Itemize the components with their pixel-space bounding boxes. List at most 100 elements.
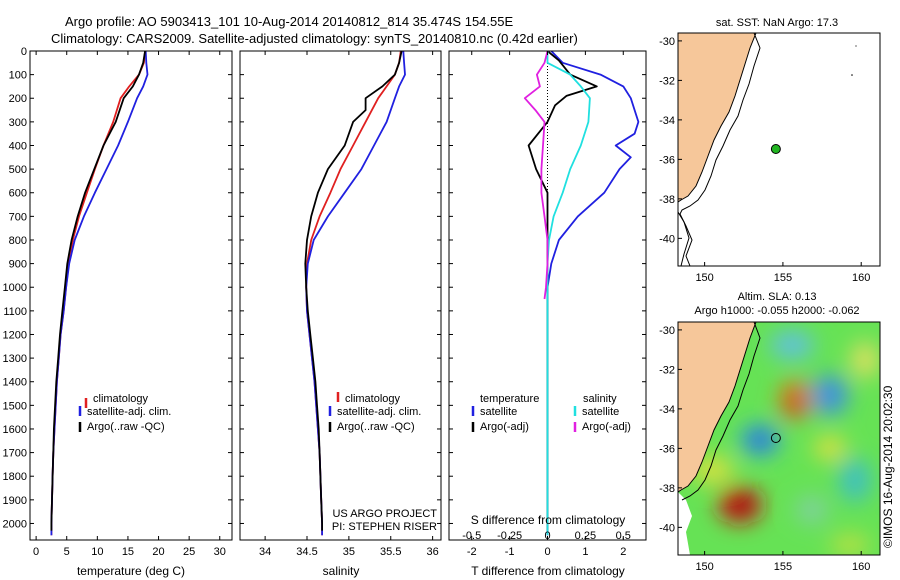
y-tick-label: 500: [9, 164, 27, 176]
legend-label-climatology: climatology: [345, 393, 401, 405]
s-tick-label: 0.25: [575, 530, 596, 542]
difference-lines: [523, 51, 640, 536]
x-tick-label: 155: [774, 561, 792, 573]
y-tick-label: -32: [659, 364, 675, 376]
x-tick-label: 20: [152, 546, 164, 558]
imos-stamp: ©IMOS 16-Aug-2014 20:02:30: [881, 385, 895, 548]
sla-map-title-line1: Altim. SLA: 0.13: [738, 291, 817, 303]
y-tick-label: 600: [9, 188, 27, 200]
legend-label-t-satellite: satellite: [480, 406, 517, 418]
sla-map-frame: [677, 321, 881, 556]
x-tick-label: -1: [505, 546, 515, 558]
series-line: [50, 51, 149, 536]
coastline-south: [678, 211, 690, 266]
sst-map: sat. SST: NaN Argo: 17.3 150 155 160 -30 -32…: [659, 17, 881, 284]
x-tick-label: 150: [695, 561, 713, 573]
sla-map-ticks: 150 155 160 -30 -32 -34 -36 -38 -40: [659, 325, 870, 573]
y-tick-label: 300: [9, 117, 27, 129]
series-line: [305, 51, 406, 536]
legend-label-argo: Argo(..raw -QC): [87, 421, 165, 433]
difference-legend: temperature salinity satellite Argo(-adj…: [471, 393, 631, 433]
y-tick-label: 900: [9, 259, 27, 271]
island-marker: [855, 45, 857, 47]
salinity-frame: [239, 50, 442, 541]
legend-label-satellite: satellite-adj. clim.: [87, 406, 171, 418]
x-tick-label: -2: [467, 546, 477, 558]
legend-label-argo: Argo(..raw -QC): [337, 421, 415, 433]
x-tick-label: 15: [122, 546, 134, 558]
argo-float-marker: [770, 143, 781, 154]
y-tick-label: 1800: [3, 471, 27, 483]
y-tick-label: 0: [21, 46, 27, 58]
y-tick-label: -40: [659, 522, 675, 534]
x-tick-label: 1: [582, 546, 588, 558]
difference-panel: -2 -1 0 1 2 -0.5 -0.25 0 0.25 0.5 S difference f…: [448, 50, 647, 578]
y-tick-label: -30: [659, 36, 675, 48]
difference-xlabel: T difference from climatology: [471, 564, 625, 578]
y-tick-label: -32: [659, 75, 675, 87]
s-tick-label: 0: [544, 530, 550, 542]
y-tick-label: -30: [659, 325, 675, 337]
x-tick-label: 34: [259, 546, 271, 558]
temperature-panel: 0100200300400500600700800900100011001200…: [3, 46, 233, 578]
x-tick-label: 2: [620, 546, 626, 558]
series-line: [527, 51, 598, 531]
sst-map-frame: [677, 32, 881, 267]
sla-anomalies: [690, 331, 879, 555]
temperature-lines: [50, 51, 149, 536]
salinity-lines: [304, 51, 406, 536]
x-tick-label: 155: [774, 272, 792, 284]
argo-float-marker: [770, 432, 781, 443]
series-line: [523, 51, 549, 300]
y-tick-label: -36: [659, 154, 675, 166]
series-line: [546, 51, 591, 536]
y-tick-label: 1300: [3, 353, 27, 365]
y-tick-label: -36: [659, 443, 675, 455]
x-tick-label: 34.5: [296, 546, 317, 558]
difference-ticks: -2 -1 0 1 2: [449, 50, 646, 558]
land-south: [678, 492, 692, 555]
y-tick-label: 1200: [3, 329, 27, 341]
y-tick-label: 800: [9, 235, 27, 247]
y-tick-label: -40: [659, 233, 675, 245]
y-tick-label: 400: [9, 140, 27, 152]
series-line: [50, 51, 146, 531]
y-tick-label: 1700: [3, 448, 27, 460]
depth-contour: [679, 33, 761, 266]
salinity-xlabel: salinity: [323, 564, 360, 578]
island-marker: [851, 74, 853, 76]
sst-map-title: sat. SST: NaN Argo: 17.3: [716, 17, 838, 29]
s-tick-label: 0.5: [616, 530, 631, 542]
land-australia: [678, 322, 757, 493]
legend-header-temperature: temperature: [480, 393, 539, 405]
x-tick-label: 160: [852, 561, 870, 573]
s-tick-label: -0.25: [497, 530, 522, 542]
x-tick-label: 0: [544, 546, 550, 558]
land-australia: [678, 33, 757, 203]
y-tick-label: 700: [9, 211, 27, 223]
series-line: [304, 51, 403, 531]
temperature-ticks: 0100200300400500600700800900100011001200…: [3, 46, 232, 558]
salinity-difference-ticks: -0.5 -0.25 0 0.25 0.5: [462, 530, 631, 542]
legend-label-climatology: climatology: [93, 393, 149, 405]
x-tick-label: 30: [214, 546, 226, 558]
sla-map: Altim. SLA: 0.13 Argo h1000: -0.055 h200…: [659, 291, 881, 573]
legend-label-satellite: satellite-adj. clim.: [337, 406, 421, 418]
x-tick-label: 36: [427, 546, 439, 558]
depth-contour: [681, 322, 761, 501]
x-tick-label: 25: [183, 546, 195, 558]
sla-map-title-line2: Argo h1000: -0.055 h2000: -0.062: [694, 305, 859, 317]
y-tick-label: -38: [659, 483, 675, 495]
project-annotation: US ARGO PROJECT: [332, 508, 437, 520]
y-tick-label: 200: [9, 93, 27, 105]
y-tick-label: -34: [659, 115, 675, 127]
y-tick-label: 1100: [3, 306, 27, 318]
x-tick-label: 35: [343, 546, 355, 558]
legend-label-s-argo: Argo(-adj): [582, 421, 631, 433]
y-tick-label: 2000: [3, 518, 27, 530]
figure-title-line2: Climatology: CARS2009. Satellite-adjuste…: [51, 31, 578, 46]
s-tick-label: -0.5: [462, 530, 481, 542]
figure-title-line1: Argo profile: AO 5903413_101 10-Aug-2014…: [65, 14, 513, 29]
x-tick-label: 0: [33, 546, 39, 558]
salinity-ticks: 34 34.5 35 35.5 36: [240, 50, 441, 558]
